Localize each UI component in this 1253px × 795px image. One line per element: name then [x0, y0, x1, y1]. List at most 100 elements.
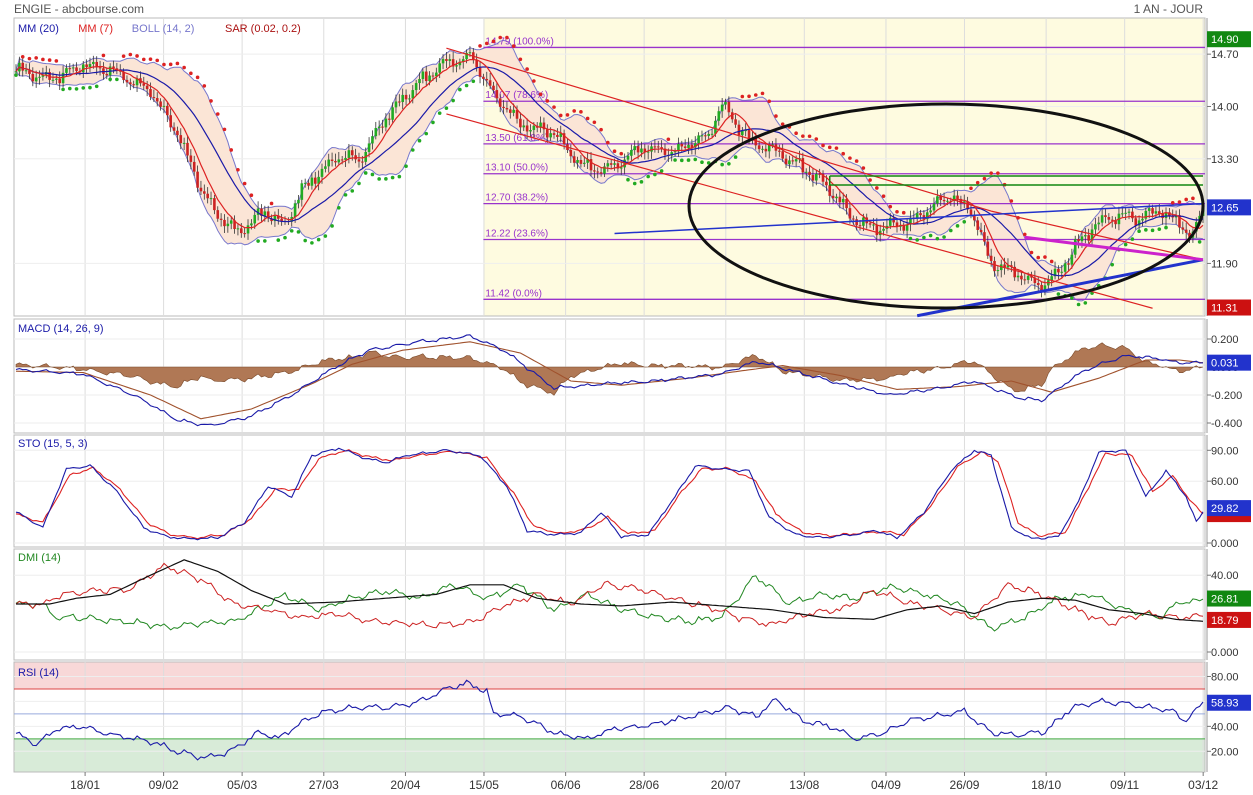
- sar-dot: [81, 86, 86, 90]
- sar-dot: [996, 171, 1000, 175]
- candle-body: [663, 148, 667, 155]
- candle-body: [1141, 218, 1144, 221]
- candle-body: [909, 217, 912, 225]
- candle-body: [1006, 265, 1010, 268]
- sar-dot: [384, 177, 388, 181]
- macd-y-tick-label: 0.200: [1211, 334, 1239, 346]
- candle-body: [643, 148, 647, 153]
- candle-body: [155, 98, 159, 102]
- candle-body: [330, 159, 334, 161]
- candle-body: [297, 199, 300, 204]
- candle-body: [616, 163, 620, 169]
- candle-body: [677, 143, 680, 152]
- candle-body: [293, 203, 297, 218]
- sar-dot: [619, 151, 624, 156]
- candle-body: [529, 130, 532, 132]
- sar-dot: [41, 57, 45, 62]
- candle-body: [801, 158, 805, 173]
- sar-dot: [700, 160, 704, 165]
- candle-body: [925, 212, 929, 220]
- macd-histogram: [15, 342, 1204, 396]
- sar-dot: [189, 71, 193, 76]
- sar-dot: [215, 112, 220, 116]
- candle-body: [525, 125, 529, 132]
- candle-body: [266, 211, 270, 219]
- candle-body: [28, 70, 31, 74]
- candle-body: [95, 61, 99, 68]
- trendline-upper: [446, 47, 992, 212]
- macd-y-tick-label: -0.400: [1211, 418, 1242, 430]
- candle-body: [223, 219, 226, 227]
- candle-body: [81, 64, 85, 73]
- candle-body: [673, 151, 677, 153]
- candle-body: [313, 177, 317, 184]
- candle-body: [327, 159, 331, 167]
- macd-signal-line: [15, 341, 1204, 420]
- sar-dot: [148, 57, 153, 61]
- candle-body: [1181, 227, 1185, 230]
- candle-body: [41, 74, 45, 77]
- candle-body: [505, 108, 509, 110]
- candle-body: [596, 171, 600, 173]
- sar-dot: [915, 238, 919, 242]
- price-label: 12.65: [1211, 202, 1239, 214]
- dmi-panel: 40.00 0.000 DMI (14) 26.81 18.79: [13, 548, 1251, 661]
- ma7-line: [15, 58, 1204, 284]
- fibonacci-label: 14.79 (100.0%): [485, 36, 553, 47]
- candle-body: [1164, 212, 1168, 219]
- candle-body: [1131, 211, 1134, 219]
- candle-body: [71, 67, 75, 69]
- candle-body: [176, 130, 179, 136]
- fibonacci-label: 13.10 (50.0%): [485, 163, 548, 174]
- candle-body: [714, 120, 717, 134]
- candle-body: [660, 147, 663, 149]
- sar-dot: [861, 166, 866, 170]
- chart-period[interactable]: 1 AN - JOUR: [1133, 2, 1203, 16]
- candle-body: [172, 127, 176, 131]
- candle-body: [589, 159, 593, 171]
- candle-body: [1154, 211, 1158, 214]
- candle-body: [888, 217, 892, 226]
- sar-dot: [774, 114, 778, 118]
- candle-body: [475, 59, 478, 68]
- candle-body: [431, 75, 435, 77]
- fibonacci-label: 14.07 (78.6%): [485, 90, 548, 101]
- candle-body: [129, 82, 132, 85]
- candle-body: [1104, 215, 1107, 218]
- sar-dot: [740, 94, 745, 99]
- candle-body: [250, 223, 253, 226]
- price-y-tick-label: 14.70: [1211, 49, 1239, 61]
- candle-body: [1120, 213, 1124, 215]
- candle-body: [115, 68, 119, 70]
- candle-body: [519, 118, 522, 128]
- candle-body: [1168, 212, 1171, 217]
- price-label-bg: [1207, 299, 1251, 316]
- sar-dot: [827, 145, 832, 150]
- sar-dot: [1164, 225, 1168, 230]
- rsi-y-tick-label: 80.00: [1211, 671, 1239, 683]
- sar-dot: [451, 98, 455, 103]
- candle-body: [915, 213, 919, 219]
- candle-body: [593, 170, 596, 172]
- candle-body: [1073, 239, 1077, 255]
- sar-dot: [141, 57, 146, 62]
- candle-body: [973, 214, 976, 221]
- candle-body: [404, 94, 408, 100]
- candle-body: [142, 83, 146, 86]
- candle-body: [498, 98, 502, 107]
- sar-dot: [975, 180, 980, 185]
- sar-dot: [135, 54, 139, 58]
- sar-dot: [498, 35, 503, 40]
- candle-body: [761, 148, 764, 150]
- bollinger-upper: [15, 39, 1204, 269]
- candle-body: [1043, 285, 1047, 292]
- sto-y-tick-label: 90.00: [1211, 445, 1239, 457]
- candle-body: [1137, 220, 1141, 226]
- candle-body: [1114, 220, 1117, 225]
- candle-body: [1188, 232, 1191, 238]
- candle-body: [976, 220, 980, 230]
- candle-body: [1134, 218, 1138, 226]
- candle-body: [680, 143, 684, 147]
- sar-dot: [908, 236, 913, 241]
